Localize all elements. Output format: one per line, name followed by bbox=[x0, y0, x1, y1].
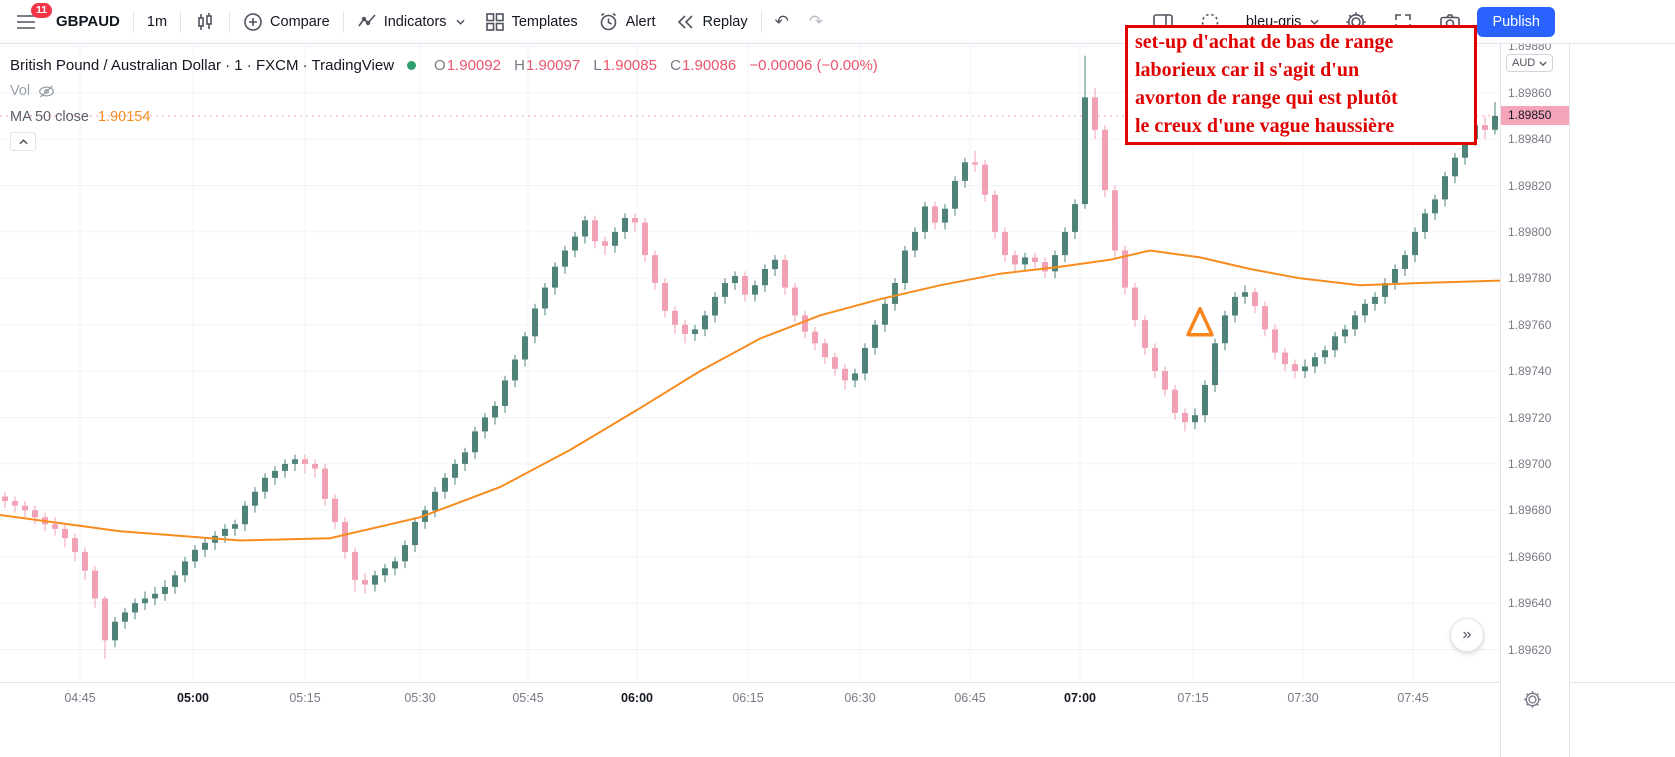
price-axis-label: 1.89720 bbox=[1508, 410, 1552, 425]
ma-value: 1.90154 bbox=[98, 109, 151, 125]
undo-button[interactable]: ↶ bbox=[765, 5, 799, 39]
right-sidebar bbox=[1569, 44, 1675, 757]
time-axis-label: 07:00 bbox=[1064, 691, 1096, 705]
fullscreen-icon bbox=[1395, 13, 1412, 30]
time-axis-label: 05:15 bbox=[289, 691, 321, 705]
time-axis-label: 06:30 bbox=[844, 691, 876, 705]
chevron-down-icon bbox=[1310, 19, 1320, 25]
price-axis-label: 1.89740 bbox=[1508, 364, 1552, 379]
time-axis-label: 06:15 bbox=[732, 691, 764, 705]
top-toolbar: 11 GBPAUD 1m Compare Indicators Template… bbox=[0, 0, 1675, 44]
time-axis-label: 05:45 bbox=[512, 691, 544, 705]
last-price-label: 1.89850 bbox=[1501, 106, 1569, 126]
annotation-line: le creux d'une vague haussière bbox=[1135, 115, 1395, 137]
toolbar-separator bbox=[342, 10, 344, 33]
axis-divider bbox=[0, 682, 1675, 683]
fullscreen-button[interactable] bbox=[1383, 5, 1423, 39]
annotation-line: laborieux car il s'agit d'un bbox=[1135, 59, 1360, 81]
compare-button[interactable]: Compare bbox=[233, 5, 340, 39]
double-chevron-right-icon: » bbox=[1462, 626, 1472, 643]
price-axis-label: 1.89620 bbox=[1508, 642, 1552, 657]
redo-button[interactable]: ↷ bbox=[799, 5, 833, 39]
legend-volume-row[interactable]: Vol bbox=[10, 80, 878, 102]
toolbar-right-group: bleu-gris Publish bbox=[1142, 5, 1555, 39]
eye-off-icon[interactable] bbox=[38, 85, 55, 98]
time-axis-label: 05:00 bbox=[177, 691, 209, 705]
toolbar-separator bbox=[180, 10, 182, 33]
price-axis-label: 1.89760 bbox=[1508, 317, 1552, 332]
indicators-icon bbox=[358, 13, 376, 26]
candlestick-icon bbox=[198, 12, 212, 30]
candlestick-chart[interactable] bbox=[0, 44, 1500, 682]
toolbar-separator bbox=[229, 10, 231, 33]
currency-selector[interactable]: AUD bbox=[1506, 54, 1554, 72]
chevron-down-icon bbox=[455, 19, 465, 25]
replay-button[interactable]: Replay bbox=[665, 5, 757, 39]
time-axis-label: 07:30 bbox=[1287, 691, 1319, 705]
time-axis-label: 04:45 bbox=[64, 691, 96, 705]
replay-icon bbox=[678, 14, 694, 29]
chart-type-button[interactable] bbox=[184, 5, 226, 39]
toolbar-separator bbox=[132, 10, 134, 33]
legend-symbol-row[interactable]: British Pound / Australian Dollar · 1 · … bbox=[10, 54, 878, 76]
price-axis-label: 1.89880 bbox=[1508, 44, 1552, 54]
price-axis-label: 1.89640 bbox=[1508, 596, 1552, 611]
axis-settings-button[interactable] bbox=[1523, 690, 1542, 714]
time-axis[interactable]: 04:45 05:00 05:15 05:30 05:45 06:00 06:15 06:30… bbox=[0, 682, 1500, 716]
gear-icon bbox=[1524, 691, 1541, 708]
scroll-right-button[interactable]: » bbox=[1450, 618, 1484, 652]
interval-button[interactable]: 1m bbox=[146, 13, 168, 30]
legend-collapse-button[interactable] bbox=[10, 132, 36, 151]
price-axis-label: 1.89780 bbox=[1508, 271, 1552, 286]
time-axis-label: 07:45 bbox=[1397, 691, 1429, 705]
redo-icon: ↷ bbox=[808, 12, 824, 31]
annotation-line: set-up d'achat de bas de range bbox=[1135, 31, 1394, 53]
annotation-line: avorton de range qui est plutôt bbox=[1135, 87, 1398, 109]
legend-ma-row[interactable]: MA 50 close 1.90154 bbox=[10, 109, 151, 125]
indicators-button[interactable]: Indicators bbox=[347, 5, 475, 39]
price-axis-label: 1.89820 bbox=[1508, 178, 1552, 193]
ohlc-values: O1.90092 H1.90097 L1.90085 C1.90086 −0.0… bbox=[434, 56, 878, 74]
chevron-up-icon bbox=[18, 138, 28, 144]
templates-grid-icon bbox=[485, 12, 504, 31]
time-axis-label: 06:45 bbox=[954, 691, 986, 705]
symbol-button[interactable]: GBPAUD bbox=[56, 13, 120, 30]
templates-button[interactable]: Templates bbox=[475, 5, 588, 39]
alarm-clock-icon bbox=[600, 12, 616, 31]
annotation-text-box[interactable]: set-up d'achat de bas de range laborieux… bbox=[1125, 25, 1477, 145]
price-axis-label: 1.89680 bbox=[1508, 503, 1552, 518]
market-status-dot bbox=[407, 60, 417, 70]
chevron-down-icon bbox=[1539, 60, 1547, 66]
price-axis-label: 1.89660 bbox=[1508, 549, 1552, 564]
time-axis-label: 07:15 bbox=[1177, 691, 1209, 705]
undo-icon: ↶ bbox=[774, 12, 789, 31]
time-axis-label: 06:00 bbox=[621, 691, 653, 705]
publish-button[interactable]: Publish bbox=[1477, 6, 1555, 37]
alert-button[interactable]: Alert bbox=[588, 5, 666, 39]
chart-legend: British Pound / Australian Dollar · 1 · … bbox=[10, 54, 878, 151]
price-axis-label: 1.89800 bbox=[1508, 224, 1552, 239]
time-axis-label: 05:30 bbox=[404, 691, 436, 705]
toolbar-separator bbox=[760, 10, 762, 33]
symbol-description: British Pound / Australian Dollar · 1 · … bbox=[10, 56, 395, 74]
price-axis-label: 1.89840 bbox=[1508, 132, 1552, 147]
price-axis[interactable]: AUD 1.89850 1.89880 1.89860 1.89840 1.89820… bbox=[1500, 44, 1569, 757]
price-axis-label: 1.89700 bbox=[1508, 456, 1552, 471]
price-change: −0.00006 (−0.00%) bbox=[749, 56, 878, 74]
notification-badge: 11 bbox=[31, 3, 53, 18]
chart-pane: British Pound / Australian Dollar · 1 · … bbox=[0, 44, 1500, 757]
plus-circle-icon bbox=[244, 12, 262, 31]
price-axis-label: 1.89860 bbox=[1508, 85, 1552, 100]
